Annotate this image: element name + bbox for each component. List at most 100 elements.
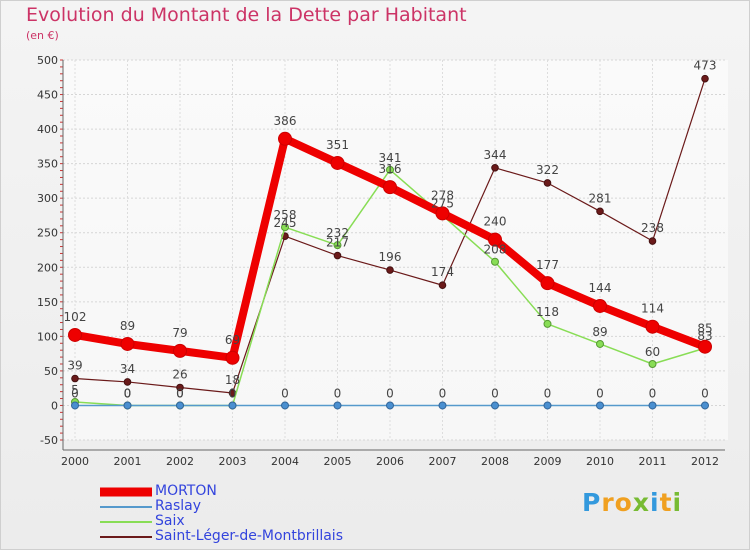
data-label-saix: 275 (431, 196, 454, 210)
data-label-morton: 114 (641, 302, 664, 316)
data-point-saint-l-ger-de-montbrillais (701, 74, 709, 83)
data-label-raslay: 0 (701, 386, 709, 400)
data-label-morton: 144 (589, 281, 612, 295)
data-label-saint-l-ger-de-montbrillais: 196 (379, 250, 402, 264)
y-tick-label: 200 (37, 261, 58, 274)
data-point-saint-l-ger-de-montbrillais (491, 163, 499, 172)
x-tick-label: 2000 (61, 455, 89, 468)
data-point-saix (333, 241, 342, 250)
x-tick-label: 2005 (324, 455, 352, 468)
legend-label: Saix (155, 513, 185, 529)
data-point-raslay (386, 401, 394, 410)
data-label-saix: 258 (274, 208, 297, 222)
legend-swatch (100, 520, 152, 523)
chart-title: Evolution du Montant de la Dette par Hab… (26, 4, 467, 26)
data-point-morton (173, 343, 187, 358)
y-tick-label: 50 (44, 365, 58, 378)
y-tick-label: 300 (37, 192, 58, 205)
data-point-raslay (281, 401, 289, 410)
data-label-saint-l-ger-de-montbrillais: 18 (225, 373, 240, 387)
data-label-morton: 69 (225, 333, 240, 347)
data-label-raslay: 0 (596, 386, 604, 400)
x-tick-label: 2003 (219, 455, 247, 468)
data-label-saint-l-ger-de-montbrillais: 34 (120, 362, 135, 376)
data-label-raslay: 0 (71, 386, 79, 400)
data-label-saix: 60 (645, 345, 660, 359)
x-tick-label: 2008 (481, 455, 509, 468)
y-tick-label: 500 (37, 54, 58, 67)
data-label-saint-l-ger-de-montbrillais: 238 (641, 221, 664, 235)
data-label-morton: 386 (274, 114, 297, 128)
legend-label: MORTON (155, 483, 217, 499)
data-label-saint-l-ger-de-montbrillais: 281 (589, 191, 612, 205)
legend-label: Raslay (155, 498, 202, 514)
data-label-raslay: 0 (281, 386, 289, 400)
y-tick-label: -50 (40, 434, 58, 447)
data-point-saint-l-ger-de-montbrillais (648, 237, 657, 245)
data-point-raslay (123, 401, 132, 410)
data-label-morton: 278 (431, 188, 454, 202)
data-label-saix: 0 (229, 386, 237, 400)
data-point-raslay (543, 401, 552, 410)
x-tick-label: 2006 (376, 455, 404, 468)
data-label-saint-l-ger-de-montbrillais: 473 (694, 59, 717, 73)
data-point-saix (281, 223, 289, 232)
logo-letter: x (632, 488, 650, 517)
x-tick-label: 2004 (271, 455, 299, 468)
data-point-raslay (176, 401, 184, 410)
data-label-morton: 89 (120, 319, 135, 333)
data-label-saint-l-ger-de-montbrillais: 322 (536, 163, 559, 177)
data-point-raslay (438, 401, 447, 410)
data-label-morton: 85 (697, 322, 712, 336)
data-point-saix (491, 257, 499, 266)
y-tick-label: 450 (37, 89, 58, 102)
x-tick-label: 2001 (114, 455, 142, 468)
data-point-saint-l-ger-de-montbrillais (386, 266, 394, 274)
data-point-morton (330, 155, 345, 170)
data-point-raslay (648, 401, 657, 410)
data-point-saint-l-ger-de-montbrillais (71, 374, 79, 383)
data-point-saint-l-ger-de-montbrillais (438, 281, 447, 290)
data-point-morton (698, 339, 712, 354)
x-tick-label: 2009 (534, 455, 562, 468)
data-label-raslay: 0 (229, 386, 237, 400)
data-label-morton: 177 (536, 258, 559, 272)
proxiti-logo: Proxiti (582, 488, 682, 517)
data-point-saix (648, 360, 657, 368)
data-point-saint-l-ger-de-montbrillais (543, 179, 552, 187)
data-label-raslay: 0 (491, 386, 499, 400)
y-tick-label: 100 (37, 330, 58, 343)
data-label-saix: 0 (176, 386, 184, 400)
data-label-raslay: 0 (176, 386, 184, 400)
data-label-raslay: 0 (334, 386, 342, 400)
data-point-morton (435, 206, 450, 221)
data-label-saint-l-ger-de-montbrillais: 344 (484, 148, 507, 162)
data-point-morton (488, 232, 502, 247)
data-point-morton (278, 131, 292, 146)
data-point-raslay (71, 401, 79, 410)
chart-subtitle: (en €) (26, 29, 59, 42)
data-point-raslay (491, 401, 499, 410)
logo-letter: o (614, 488, 633, 517)
data-label-saint-l-ger-de-montbrillais: 174 (431, 265, 454, 279)
data-label-morton: 240 (484, 215, 507, 229)
data-label-saix: 118 (536, 305, 559, 319)
data-label-raslay: 0 (649, 386, 657, 400)
data-point-raslay (333, 401, 342, 410)
data-label-saix: 208 (484, 243, 507, 257)
data-label-saix: 83 (697, 329, 712, 343)
x-tick-label: 2007 (429, 455, 457, 468)
data-point-saix (543, 319, 552, 328)
x-tick-label: 2011 (639, 455, 667, 468)
logo-letter: P (582, 488, 602, 517)
legend-label: Saint-Léger-de-Montbrillais (155, 528, 343, 544)
data-point-saint-l-ger-de-montbrillais (596, 207, 604, 216)
data-point-morton (645, 319, 660, 334)
data-label-saix: 0 (124, 386, 132, 400)
y-tick-label: 250 (37, 227, 58, 240)
data-point-saix (386, 165, 394, 174)
data-label-saint-l-ger-de-montbrillais: 39 (67, 359, 82, 373)
logo-letter: i (650, 488, 660, 517)
data-point-morton (383, 180, 397, 195)
